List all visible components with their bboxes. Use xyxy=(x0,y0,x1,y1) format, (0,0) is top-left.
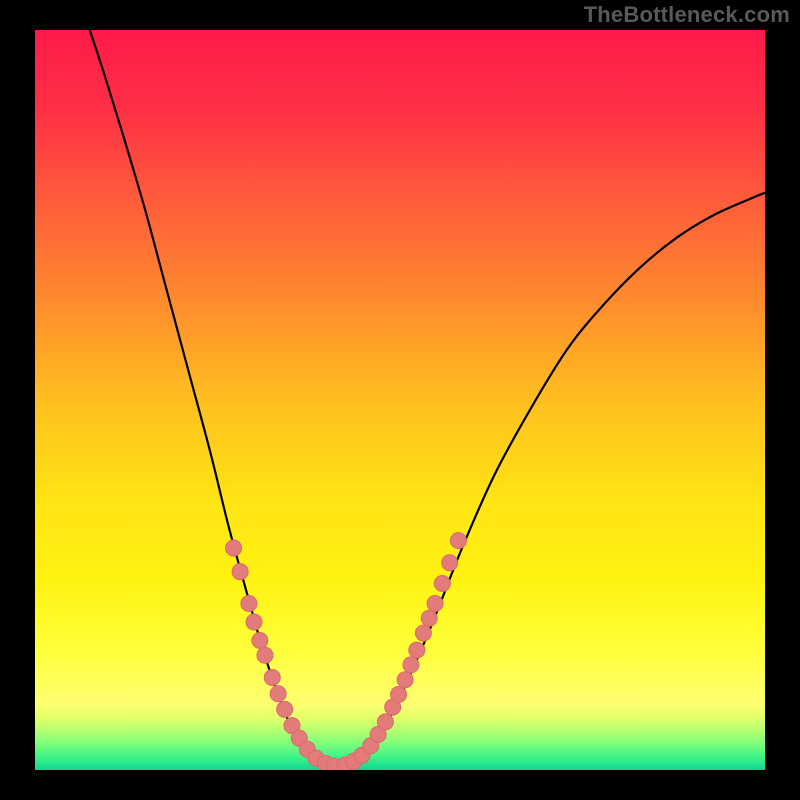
marker-point xyxy=(427,596,443,612)
curve-layer xyxy=(35,30,765,770)
marker-point xyxy=(450,533,466,549)
marker-point xyxy=(252,633,268,649)
marker-point xyxy=(391,687,407,703)
curve-left-branch xyxy=(90,30,335,767)
marker-point xyxy=(415,625,431,641)
marker-point xyxy=(434,576,450,592)
marker-point xyxy=(264,670,280,686)
marker-point xyxy=(241,596,257,612)
bottleneck-plot xyxy=(35,30,765,770)
marker-point xyxy=(421,610,437,626)
watermark-text: TheBottleneck.com xyxy=(584,2,790,28)
marker-point xyxy=(246,614,262,630)
marker-group xyxy=(226,533,467,770)
marker-point xyxy=(277,701,293,717)
marker-point xyxy=(409,642,425,658)
marker-point xyxy=(270,686,286,702)
marker-point xyxy=(397,672,413,688)
marker-point xyxy=(257,647,273,663)
marker-point xyxy=(442,555,458,571)
marker-point xyxy=(232,564,248,580)
marker-point xyxy=(403,657,419,673)
marker-point xyxy=(226,540,242,556)
marker-point xyxy=(377,714,393,730)
